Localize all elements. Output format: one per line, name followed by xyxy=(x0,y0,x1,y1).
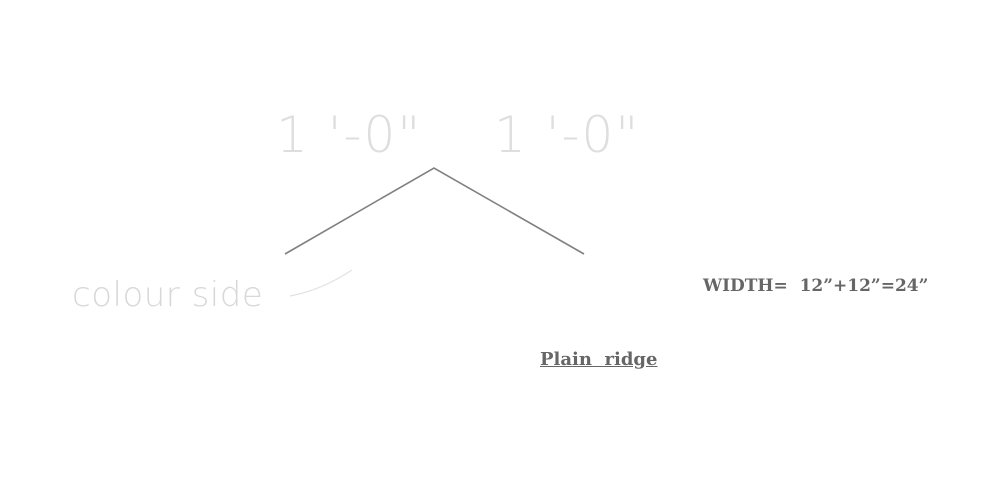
width-formula: WIDTH= 12”+12”=24” xyxy=(703,276,929,296)
dimension-label-left: 1 '-0" xyxy=(276,106,423,164)
dimension-label-right: 1 '-0" xyxy=(494,106,641,164)
drawing-title: Plain ridge xyxy=(540,349,658,370)
ridge-profile-line xyxy=(284,167,585,255)
colour-side-leader-line xyxy=(289,269,353,297)
colour-side-label: colour side xyxy=(72,275,264,315)
